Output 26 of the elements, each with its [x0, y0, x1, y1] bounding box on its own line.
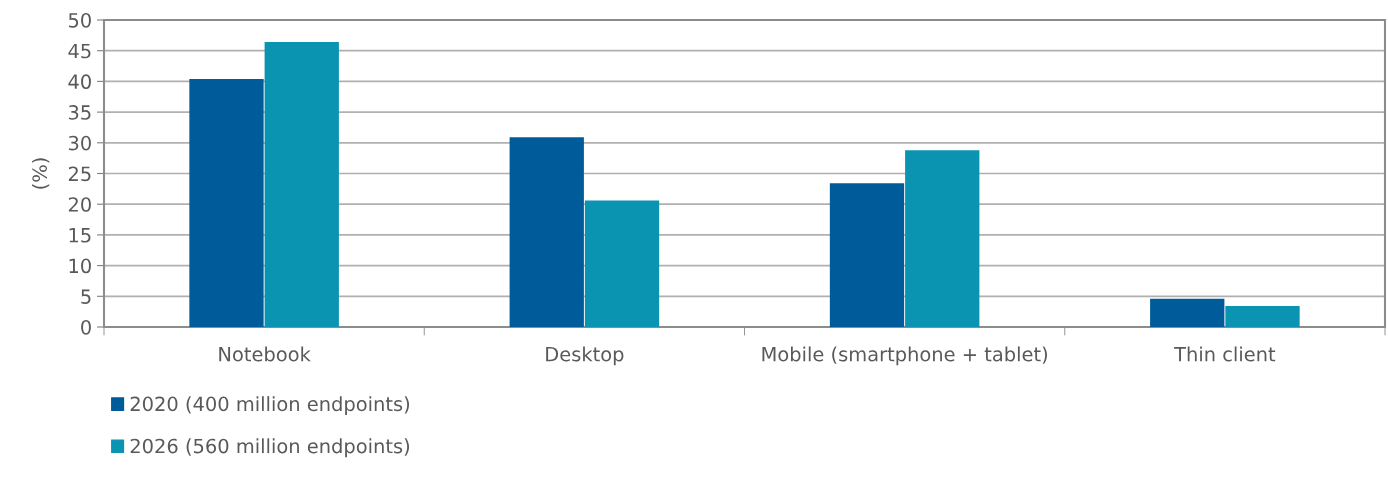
x-tick-label: Notebook: [219, 346, 311, 362]
y-tick-label: 5: [81, 289, 91, 304]
y-tick-label: 10: [69, 258, 91, 274]
y-tick-label: 15: [69, 228, 91, 243]
bar: [189, 78, 264, 327]
legend-label: 2026 (560 million endpoints): [130, 438, 410, 458]
bar: [1150, 298, 1225, 327]
bar: [905, 150, 980, 327]
y-tick-label: 25: [68, 166, 91, 182]
y-tick-label: 45: [68, 43, 91, 59]
y-tick-label: 40: [68, 74, 91, 90]
x-tick-label: Mobile (smartphone + tablet): [762, 346, 1048, 366]
bar: [829, 183, 905, 327]
y-tick-label: 35: [68, 105, 91, 120]
y-axis-title: (%): [31, 158, 50, 189]
y-tick-label: 30: [68, 135, 91, 151]
x-tick-label: Thin client: [1174, 346, 1276, 362]
bar: [584, 200, 660, 327]
legend-label: 2020 (400 million endpoints): [130, 396, 410, 415]
y-tick-label: 0: [81, 319, 91, 335]
bar: [509, 137, 584, 327]
bar: [264, 42, 339, 327]
bar: [1225, 306, 1300, 327]
y-tick-label: 20: [68, 197, 91, 212]
x-tick-label: Desktop: [546, 346, 624, 366]
y-tick-label: 50: [68, 12, 91, 28]
